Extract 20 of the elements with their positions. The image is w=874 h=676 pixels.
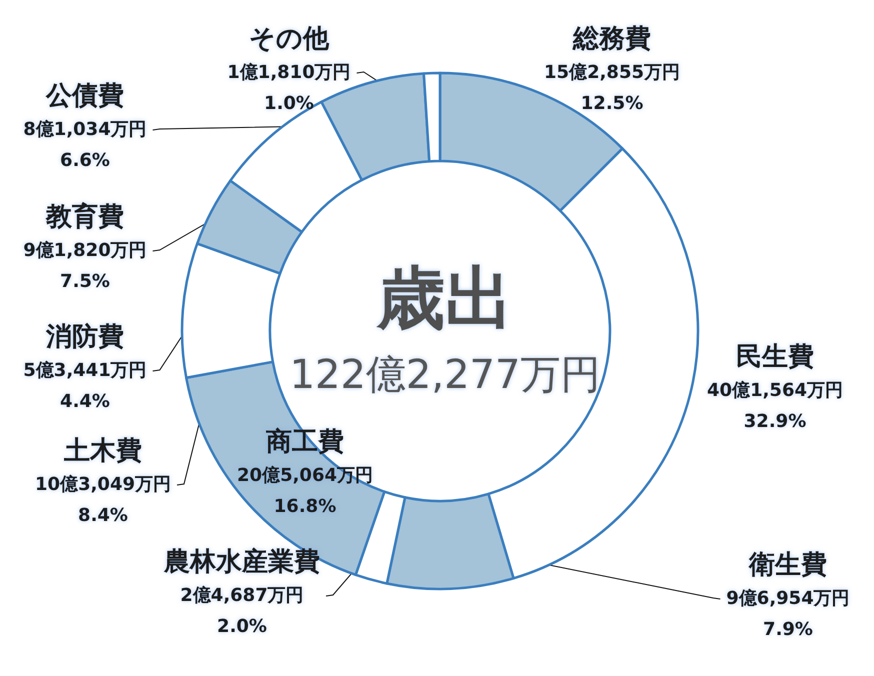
data-label: 15億2,855万円 12.5% (544, 62, 680, 114)
data-label: 40億1,564万円 32.9% (707, 380, 843, 432)
slice-label: 公債費 (45, 81, 124, 111)
data-label: 2億4,687万円 2.0% (180, 585, 304, 637)
slice-label: 衛生費 (748, 550, 827, 580)
slice-label: その他 (249, 24, 330, 54)
text: 歳出 (376, 260, 513, 338)
slice-label: 民生費 (736, 342, 814, 372)
data-label: 9億1,820万円 7.5% (23, 240, 147, 292)
slice-label: 土木費 (63, 436, 142, 466)
data-label: 1億1,810万円 1.0% (227, 62, 351, 114)
data-label: 8億1,034万円 6.6% (23, 119, 147, 171)
slice-label: 消防費 (45, 322, 124, 352)
slice-label: 総務費 (572, 24, 651, 54)
slice-label: 農林水産業費 (163, 547, 320, 577)
slice-label: 教育費 (45, 201, 124, 232)
data-label: 9億6,954万円 7.9% (726, 588, 850, 640)
data-label: 5億3,441万円 4.4% (23, 360, 147, 412)
text: 122億2,277万円 (290, 352, 600, 398)
data-label: 10億3,049万円 8.4% (35, 474, 171, 526)
